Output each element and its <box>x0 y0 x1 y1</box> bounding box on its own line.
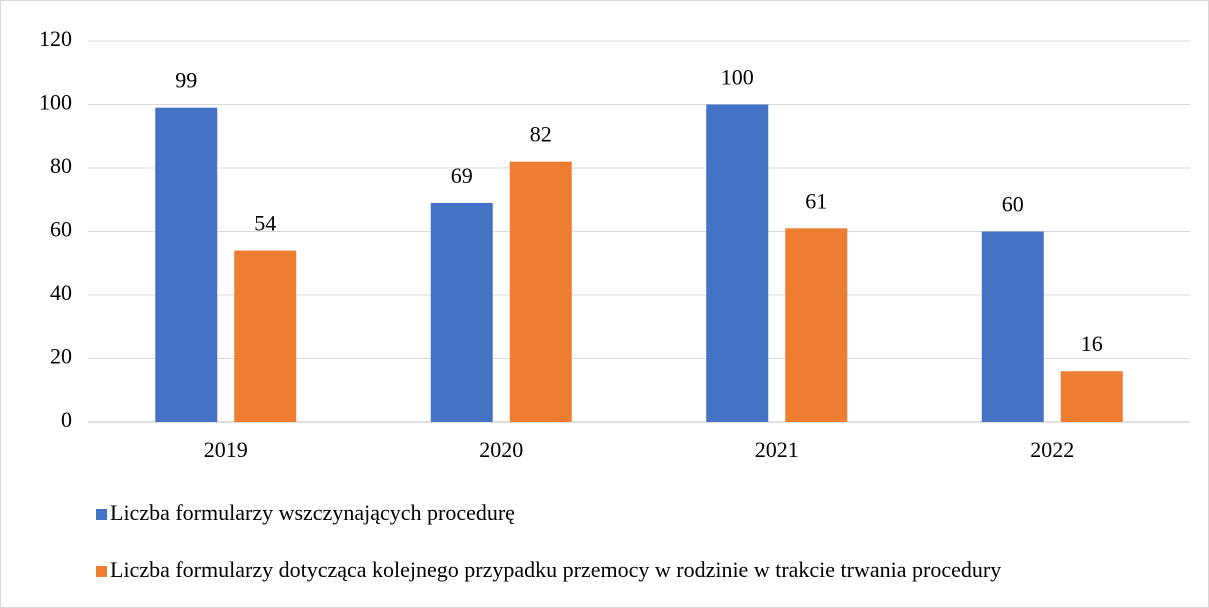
legend-swatch <box>96 566 107 577</box>
data-label: 16 <box>1081 331 1103 356</box>
x-tick-label: 2020 <box>479 437 523 462</box>
data-label: 69 <box>451 163 473 188</box>
y-tick-label: 0 <box>61 407 72 432</box>
y-tick-label: 40 <box>50 280 72 305</box>
x-tick-label: 2021 <box>755 437 799 462</box>
bar <box>785 228 848 422</box>
legend-swatch <box>96 509 107 520</box>
y-tick-label: 120 <box>39 26 72 51</box>
bar <box>234 250 297 422</box>
data-label: 54 <box>254 211 276 236</box>
data-label: 60 <box>1002 192 1024 217</box>
bar <box>706 104 769 422</box>
bar <box>155 107 218 423</box>
data-label: 82 <box>530 122 552 147</box>
y-tick-label: 20 <box>50 344 72 369</box>
bar <box>509 161 572 422</box>
x-tick-label: 2022 <box>1030 437 1074 462</box>
legend-label: Liczba formularzy dotycząca kolejnego pr… <box>110 557 1001 582</box>
y-tick-label: 80 <box>50 153 72 178</box>
y-tick-label: 100 <box>39 90 72 115</box>
y-tick-label: 60 <box>50 217 72 242</box>
bar <box>1060 371 1123 422</box>
bar <box>981 231 1044 422</box>
bar <box>430 202 493 422</box>
data-label: 100 <box>721 65 754 90</box>
data-label: 99 <box>175 68 197 93</box>
data-label: 61 <box>805 188 827 213</box>
x-tick-label: 2019 <box>204 437 248 462</box>
legend-label: Liczba formularzy wszczynających procedu… <box>110 500 515 525</box>
